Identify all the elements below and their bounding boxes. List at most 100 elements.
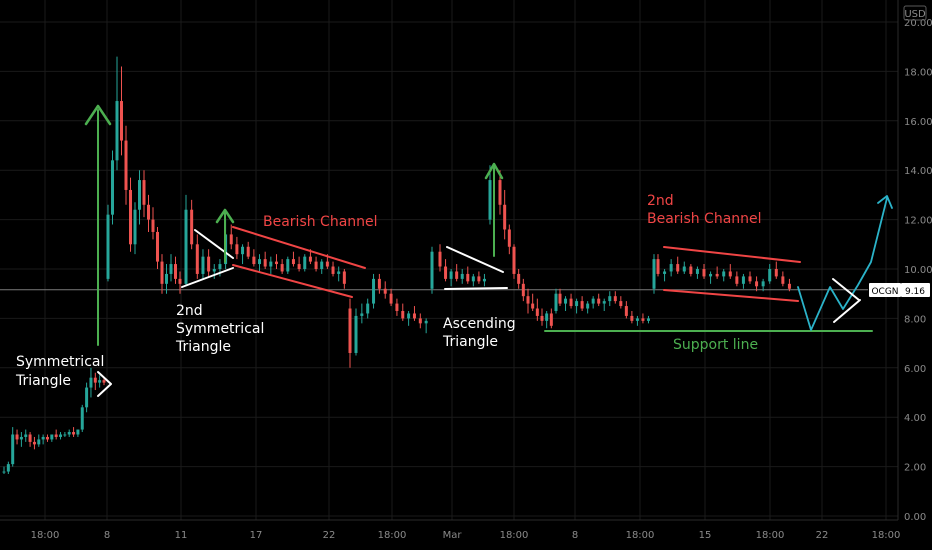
candle-body bbox=[142, 180, 146, 205]
candle-body bbox=[252, 256, 256, 265]
second-triangle-upper bbox=[194, 229, 234, 259]
last-price-value: 9.16 bbox=[905, 287, 925, 297]
candle-body bbox=[735, 276, 739, 284]
time-tick-label: 8 bbox=[572, 530, 578, 541]
ascending-triangle-label-line: Ascending bbox=[443, 316, 516, 332]
candle-body bbox=[178, 278, 182, 284]
candle-body bbox=[160, 261, 164, 284]
candle-body bbox=[755, 281, 759, 287]
time-tick-label: 11 bbox=[175, 530, 188, 541]
candle-body bbox=[531, 303, 535, 309]
symmetrical-triangle-label: Symmetrical Triangle bbox=[15, 354, 104, 389]
time-tick-label: 17 bbox=[250, 530, 263, 541]
candle-body bbox=[41, 436, 45, 440]
candle-body bbox=[564, 298, 568, 304]
breakout-arrow-3-head bbox=[484, 162, 504, 180]
time-axis[interactable]: 18:00 8 11 17 22 18:00 Mar 18:00 8 18:00 15 18:00 22… bbox=[31, 530, 901, 541]
time-tick-label: 18:00 bbox=[500, 530, 529, 541]
candle-body bbox=[630, 315, 634, 321]
candle-body bbox=[11, 434, 15, 465]
candle-body bbox=[624, 306, 628, 316]
second-symmetrical-triangle-label-line: 2nd bbox=[176, 303, 203, 319]
candle-body bbox=[106, 214, 110, 279]
candle-body bbox=[412, 313, 416, 319]
candle-body bbox=[466, 273, 470, 282]
ascending-triangle-lower bbox=[444, 287, 508, 290]
candle-body bbox=[569, 298, 573, 307]
candle-body bbox=[503, 204, 507, 230]
currency-box[interactable] bbox=[903, 5, 927, 21]
bearish-channel-lower bbox=[232, 264, 353, 298]
candle-body bbox=[591, 298, 595, 304]
candle-body bbox=[76, 429, 80, 435]
candle-body bbox=[586, 303, 590, 309]
time-tick-label: 18:00 bbox=[626, 530, 655, 541]
candle-body bbox=[331, 266, 335, 274]
candle-body bbox=[641, 318, 645, 321]
last-price-badge bbox=[901, 283, 930, 297]
second-bearish-channel-lower bbox=[663, 289, 799, 302]
candle-body bbox=[342, 271, 346, 284]
second-bearish-channel-upper bbox=[663, 246, 801, 263]
candle-body bbox=[258, 259, 262, 265]
candle-body bbox=[498, 180, 502, 205]
symmetrical-triangle-label-line: Triangle bbox=[15, 373, 71, 389]
candle-body bbox=[218, 264, 222, 269]
price-tick-label: 18.00 bbox=[904, 67, 932, 78]
candle-body bbox=[554, 293, 558, 311]
candle-body bbox=[526, 296, 530, 304]
candle-body bbox=[325, 261, 329, 267]
candle-body bbox=[246, 246, 250, 257]
candle-body bbox=[297, 264, 301, 269]
candle-body bbox=[635, 318, 639, 321]
candle-body bbox=[521, 283, 525, 297]
bearish-channel-label-line: Bearish Channel bbox=[263, 214, 378, 230]
candle-body bbox=[517, 273, 521, 284]
candle-body bbox=[389, 293, 393, 304]
candle-body bbox=[646, 318, 650, 321]
candle-body bbox=[781, 276, 785, 284]
candle-body bbox=[787, 283, 791, 289]
candle-body bbox=[418, 318, 422, 324]
support-line-label: Support line bbox=[673, 337, 758, 353]
drawing-overlays bbox=[84, 104, 893, 397]
annotation-labels: Symmetrical Triangle 2nd Symmetrical Triangl… bbox=[15, 193, 762, 389]
candle-body bbox=[212, 269, 216, 272]
candle-body bbox=[741, 276, 745, 284]
candle-body bbox=[72, 432, 76, 435]
candle-body bbox=[702, 269, 706, 277]
second-symmetrical-triangle-label-line: Symmetrical bbox=[176, 321, 264, 337]
price-axis[interactable]: 0.00 2.00 4.00 6.00 8.00 10.00 12.00 14.00 16.00… bbox=[904, 18, 932, 523]
price-tick-label: 12.00 bbox=[904, 216, 932, 227]
candle-body bbox=[377, 278, 381, 289]
candle-body bbox=[656, 259, 660, 274]
candle-body bbox=[424, 320, 428, 324]
candle-body bbox=[85, 387, 89, 408]
symbol-badge-text: OCGN bbox=[871, 287, 898, 297]
candle-body bbox=[768, 269, 772, 282]
candle-body bbox=[32, 441, 36, 445]
time-tick-label: 18:00 bbox=[31, 530, 60, 541]
bearish-channel-label: Bearish Channel bbox=[263, 214, 378, 230]
candle-body bbox=[6, 464, 10, 472]
candles bbox=[2, 56, 791, 475]
candle-body bbox=[314, 261, 318, 269]
grid bbox=[0, 0, 898, 520]
ascending-triangle-label-line: Triangle bbox=[442, 334, 498, 350]
candle-body bbox=[449, 271, 453, 279]
price-tick-label: 2.00 bbox=[904, 463, 926, 474]
candle-body bbox=[360, 313, 364, 316]
second-bearish-channel-label: 2nd Bearish Channel bbox=[647, 193, 762, 227]
candle-body bbox=[280, 264, 284, 272]
projected-triangle-lower bbox=[833, 299, 861, 323]
candle-body bbox=[169, 264, 173, 274]
time-tick-label: 18:00 bbox=[378, 530, 407, 541]
time-tick-label: 15 bbox=[699, 530, 712, 541]
candle-body bbox=[383, 288, 387, 294]
candle-body bbox=[102, 380, 106, 383]
candle-body bbox=[37, 439, 41, 445]
price-tick-label: 20.00 bbox=[904, 18, 932, 29]
candle-body bbox=[728, 271, 732, 277]
candle-body bbox=[689, 266, 693, 274]
